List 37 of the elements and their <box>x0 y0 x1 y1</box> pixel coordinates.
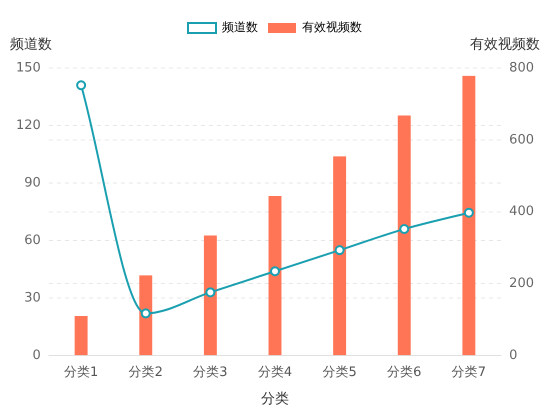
point <box>140 308 151 318</box>
point <box>464 208 474 218</box>
x-tick-label: 分类3 <box>193 364 228 380</box>
bar <box>398 115 411 356</box>
legend-label: 频道数 <box>222 20 258 34</box>
x-axis-title: 分类 <box>261 391 289 408</box>
x-tick-label: 分类7 <box>452 364 486 380</box>
x-tick-label: 分类6 <box>387 364 422 380</box>
bar <box>204 236 217 356</box>
y-tick-label: 30 <box>24 290 41 306</box>
legend-label: 有效视频数 <box>302 20 362 34</box>
y-tick-label: 0 <box>32 348 41 363</box>
x-tick-label: 分类5 <box>322 364 357 380</box>
y2-tick-label: 0 <box>509 348 518 363</box>
x-tick-label: 分类1 <box>64 364 98 380</box>
point <box>334 245 345 256</box>
point <box>270 266 280 276</box>
point <box>399 224 410 234</box>
y-axis-title: 频道数 <box>10 36 52 53</box>
x-tick-label: 分类2 <box>128 364 163 380</box>
x-tick-label: 分类4 <box>258 364 292 380</box>
y2-tick-label: 400 <box>509 204 534 220</box>
y-tick-label: 90 <box>24 175 41 190</box>
point <box>205 287 216 298</box>
point <box>76 80 86 90</box>
y2-tick-label: 600 <box>509 132 534 148</box>
y2-tick-label: 800 <box>509 60 534 76</box>
y-tick-label: 150 <box>16 60 41 76</box>
y-tick-label: 60 <box>24 232 41 248</box>
y2-axis-title: 有效视频数 <box>470 36 540 53</box>
bar <box>333 156 346 356</box>
bar <box>74 316 88 356</box>
y-tick-label: 120 <box>16 118 41 133</box>
bar <box>462 76 476 356</box>
bar <box>139 275 152 356</box>
y2-tick-label: 200 <box>509 276 534 292</box>
bar <box>268 196 282 356</box>
